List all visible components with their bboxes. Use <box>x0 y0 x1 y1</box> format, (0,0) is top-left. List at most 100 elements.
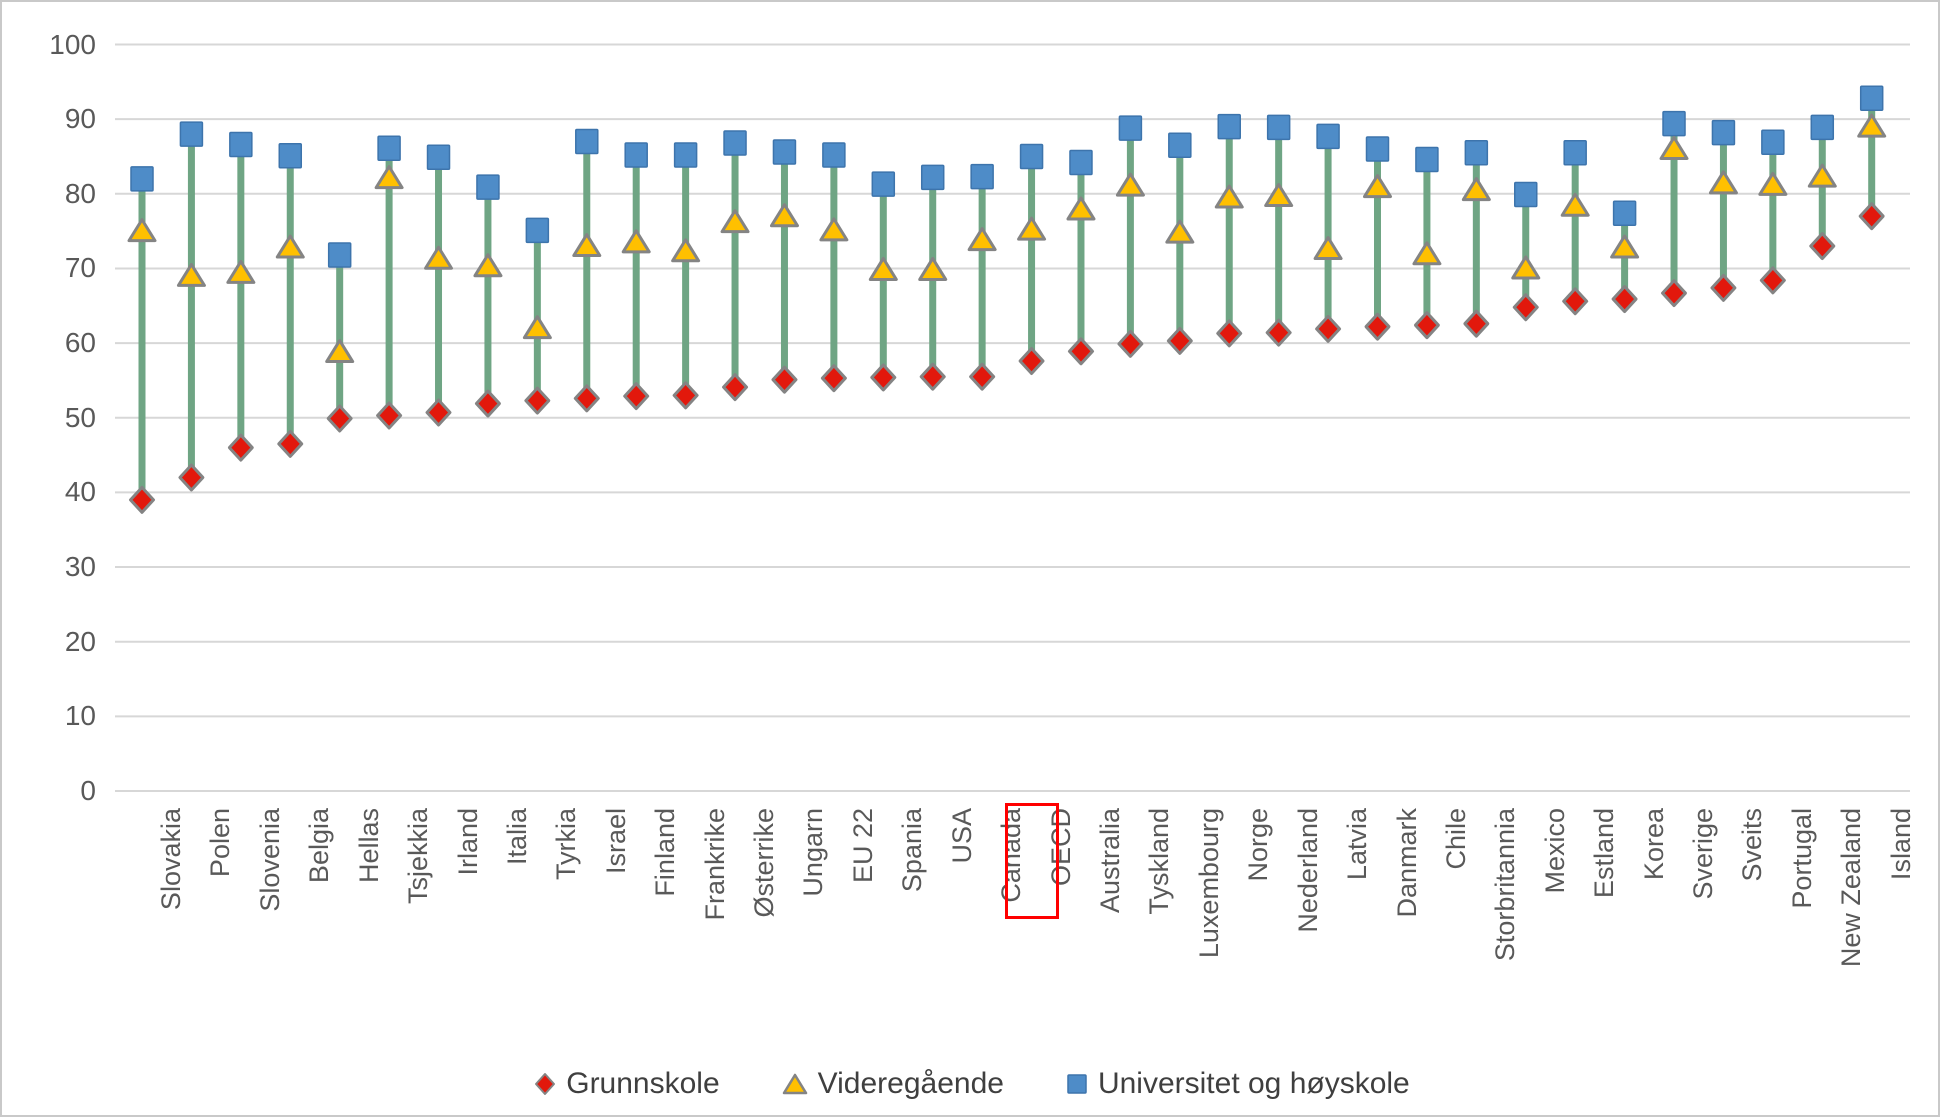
marker-universitet-Sveits <box>1711 119 1736 146</box>
marker-videregaende-Luxembourg <box>1165 219 1195 244</box>
legend-item-videregaende: Videregående <box>782 1067 1004 1101</box>
y-tick-label-60: 60 <box>64 327 96 359</box>
marker-videregaende-OECD <box>1017 216 1047 241</box>
x-tick-label-Estland: Estland <box>1589 808 1620 899</box>
marker-universitet-Storbritannia <box>1464 139 1489 166</box>
marker-universitet-Canada <box>970 163 994 190</box>
x-tick-label-Tyskland: Tyskland <box>1144 808 1175 915</box>
x-tick-label-Australia: Australia <box>1094 808 1125 914</box>
marker-universitet-Korea <box>1612 200 1637 226</box>
diamond-icon <box>535 1073 556 1095</box>
x-tick-label-Chile: Chile <box>1440 808 1471 870</box>
marker-videregaende-Estland <box>1560 192 1590 217</box>
marker-universitet-Tsjekkia <box>377 135 401 162</box>
legend-item-grunnskole: Grunnskole <box>534 1067 720 1101</box>
marker-videregaende-Korea <box>1610 234 1640 259</box>
y-tick-label-70: 70 <box>64 252 96 284</box>
marker-universitet-Tyrkia <box>525 217 550 244</box>
marker-grunnskole-Sveits <box>1710 273 1737 302</box>
legend-label-grunnskole: Grunnskole <box>566 1067 720 1100</box>
marker-universitet-EU 22 <box>822 142 846 168</box>
marker-grunnskole-Slovakia <box>129 485 155 514</box>
y-tick-label-90: 90 <box>64 103 96 135</box>
legend-item-universitet: Universitet og høyskole <box>1066 1067 1410 1101</box>
marker-videregaende-Belgia <box>275 234 305 259</box>
marker-grunnskole-Mexico <box>1512 293 1539 322</box>
square-icon <box>1067 1074 1087 1094</box>
marker-grunnskole-Tyrkia <box>524 386 551 415</box>
marker-universitet-Portugal <box>1761 129 1785 156</box>
x-tick-label-Danmark: Danmark <box>1391 808 1422 918</box>
x-tick-label-Ungarn: Ungarn <box>798 808 829 897</box>
marker-grunnskole-Tyskland <box>1117 329 1144 358</box>
y-tick-label-80: 80 <box>64 177 96 209</box>
x-tick-label-Frankrike: Frankrike <box>699 808 730 921</box>
marker-grunnskole-Sverige <box>1661 279 1688 308</box>
marker-grunnskole-Storbritannia <box>1463 309 1490 338</box>
x-tick-label-Israel: Israel <box>600 808 631 875</box>
y-tick-label-0: 0 <box>80 775 96 806</box>
marker-grunnskole-OECD <box>1018 347 1045 376</box>
marker-videregaende-Slovakia <box>127 218 157 243</box>
x-tick-label-Sverige: Sverige <box>1688 808 1719 900</box>
marker-grunnskole-Danmark <box>1364 312 1391 341</box>
marker-grunnskole-USA <box>919 362 946 391</box>
marker-videregaende-Polen <box>176 262 206 287</box>
marker-videregaende-Østerrike <box>720 209 750 234</box>
y-tick-label-100: 100 <box>49 28 96 60</box>
x-tick-label-Hellas: Hellas <box>353 808 384 884</box>
marker-grunnskole-Canada <box>969 362 996 391</box>
y-tick-label-30: 30 <box>64 551 96 583</box>
marker-universitet-Chile <box>1415 146 1439 173</box>
marker-universitet-Tyskland <box>1118 115 1143 141</box>
marker-videregaende-New Zealand <box>1807 163 1837 188</box>
marker-videregaende-Australia <box>1066 196 1096 221</box>
marker-grunnskole-Latvia <box>1315 314 1342 343</box>
marker-videregaende-Danmark <box>1363 174 1392 199</box>
y-tick-label-20: 20 <box>64 625 96 657</box>
marker-videregaende-Hellas <box>325 339 355 364</box>
marker-videregaende-Ungarn <box>769 203 799 228</box>
x-tick-label-Tyrkia: Tyrkia <box>551 808 582 881</box>
marker-videregaende-Nederland <box>1264 183 1294 208</box>
x-tick-label-Slovenia: Slovenia <box>254 808 285 912</box>
marker-videregaende-Norge <box>1214 184 1244 209</box>
marker-grunnskole-Australia <box>1067 337 1094 366</box>
marker-videregaende-Portugal <box>1758 171 1788 196</box>
marker-grunnskole-Polen <box>178 463 205 492</box>
marker-universitet-New Zealand <box>1810 114 1835 141</box>
x-tick-label-Østerrike: Østerrike <box>749 808 780 918</box>
y-tick-label-50: 50 <box>64 401 96 433</box>
marker-videregaende-Sveits <box>1708 170 1738 195</box>
marker-videregaende-Island <box>1857 113 1887 138</box>
legend-label-videregaende: Videregående <box>817 1067 1004 1100</box>
x-tick-label-Storbritannia: Storbritannia <box>1490 808 1521 962</box>
marker-universitet-Israel <box>575 128 599 155</box>
oecd-highlight-box <box>1004 803 1059 919</box>
x-tick-label-Belgia: Belgia <box>304 808 335 884</box>
marker-videregaende-Chile <box>1412 241 1442 266</box>
marker-grunnskole-Israel <box>573 384 600 413</box>
marker-universitet-Estland <box>1563 139 1587 166</box>
marker-grunnskole-Luxembourg <box>1166 326 1193 355</box>
marker-grunnskole-Portugal <box>1759 266 1786 295</box>
marker-universitet-Island <box>1859 85 1884 111</box>
marker-universitet-Nederland <box>1266 114 1291 141</box>
marker-universitet-Polen <box>179 121 204 147</box>
x-tick-label-Polen: Polen <box>205 808 236 878</box>
marker-videregaende-Storbritannia <box>1461 177 1491 202</box>
x-tick-label-Irland: Irland <box>452 808 483 876</box>
marker-grunnskole-Spania <box>870 363 897 392</box>
marker-videregaende-Latvia <box>1313 236 1343 261</box>
marker-universitet-Belgia <box>278 142 303 169</box>
marker-videregaende-Finland <box>621 229 651 254</box>
marker-videregaende-Slovenia <box>226 259 256 284</box>
marker-videregaende-Spania <box>868 256 898 281</box>
marker-grunnskole-Frankrike <box>672 381 699 410</box>
marker-grunnskole-Chile <box>1413 311 1440 340</box>
marker-universitet-Finland <box>624 142 648 168</box>
x-tick-label-Italia: Italia <box>501 808 532 866</box>
marker-universitet-Luxembourg <box>1168 132 1192 159</box>
x-tick-label-Sveits: Sveits <box>1737 808 1768 882</box>
